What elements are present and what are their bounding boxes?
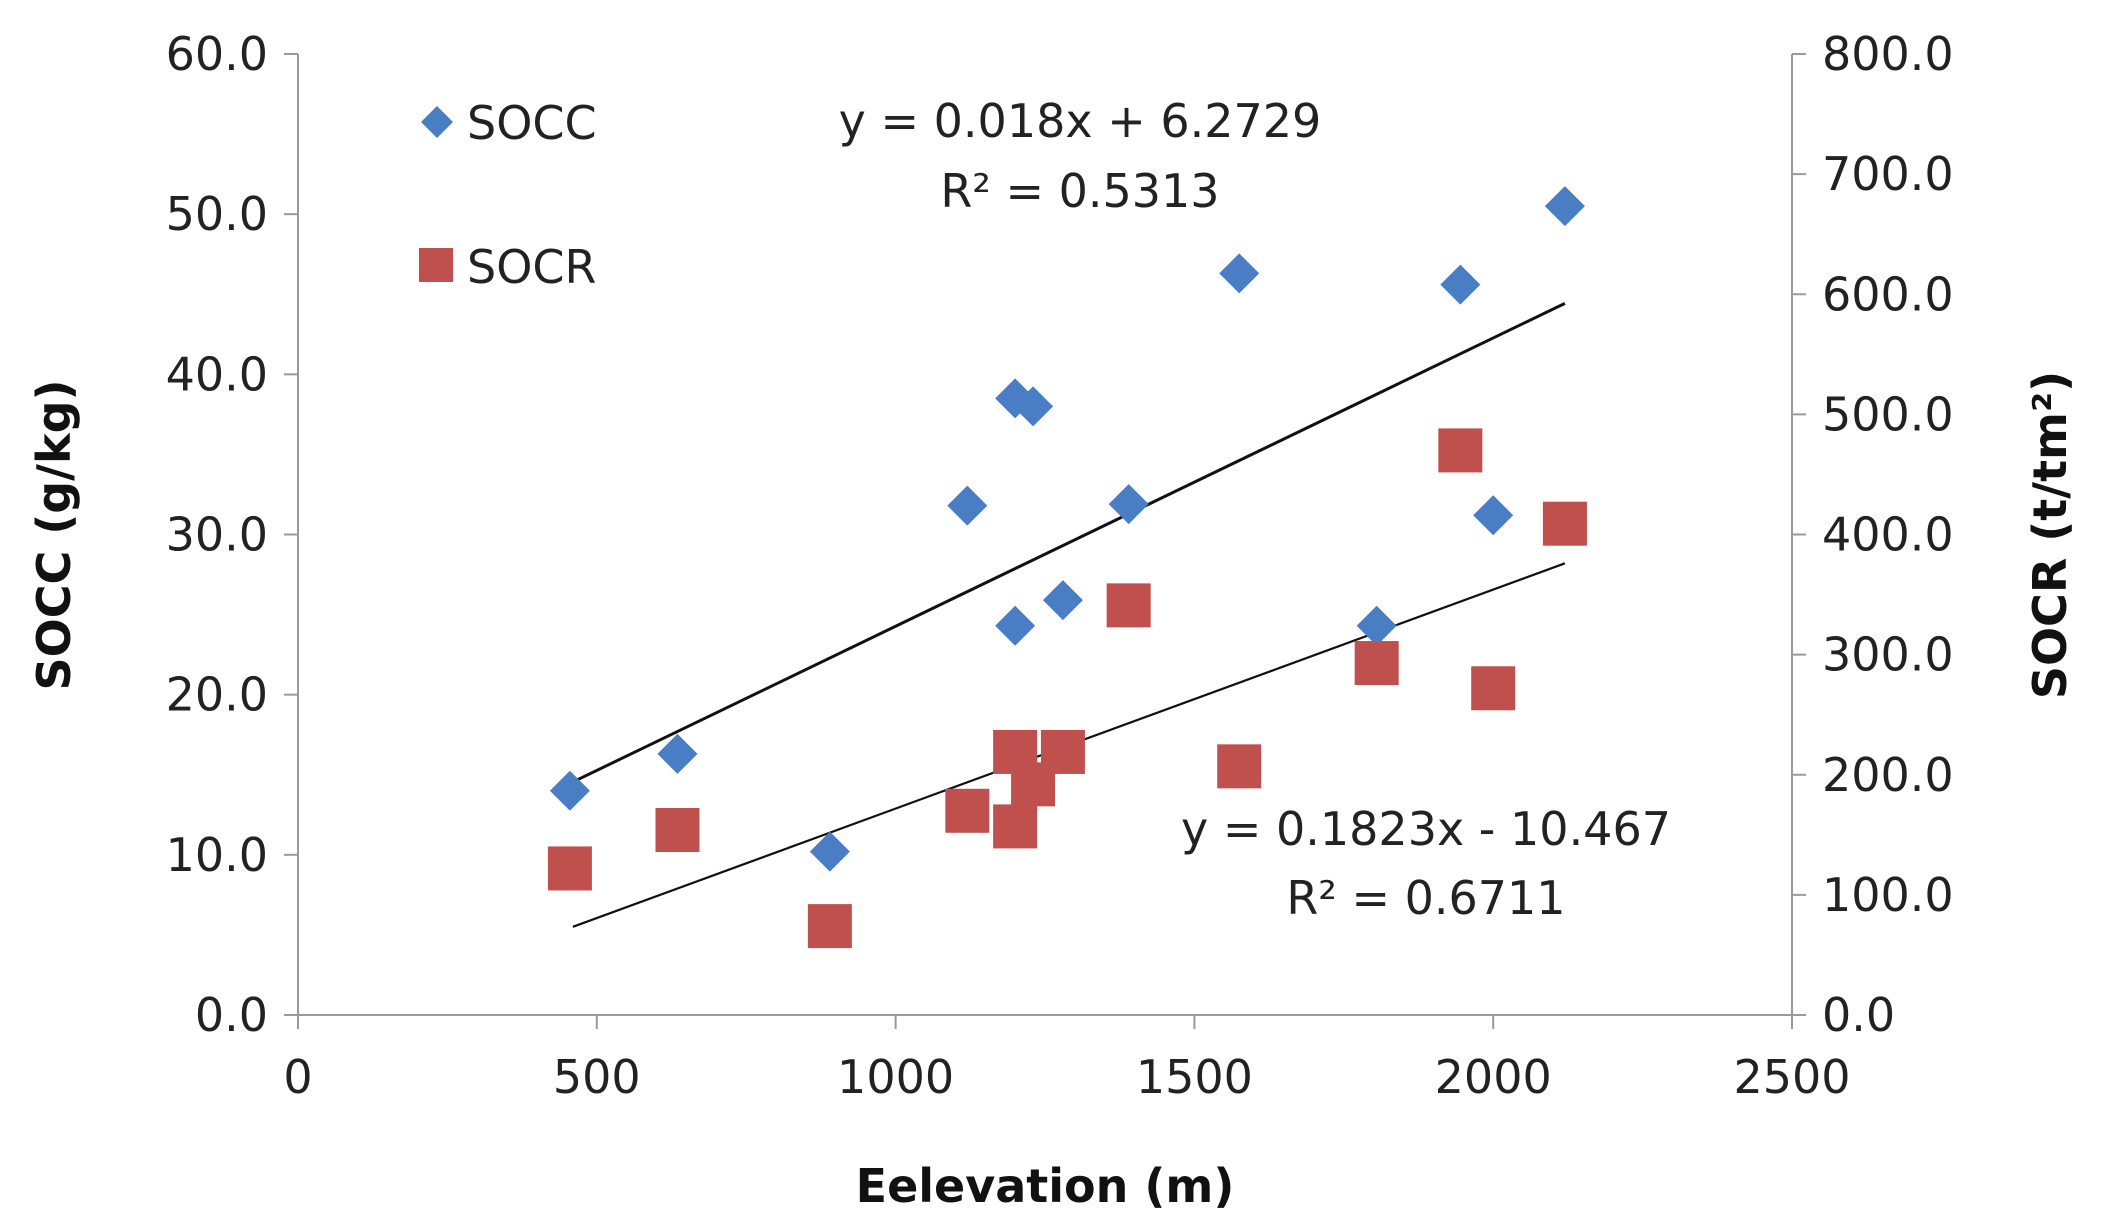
x-tick-label: 1500 — [1136, 1050, 1253, 1104]
y-right-tick-label: 800.0 — [1822, 27, 1954, 81]
socr-point — [1542, 501, 1587, 546]
socc-trendline — [572, 302, 1566, 784]
y-left-tick-label: 10.0 — [166, 828, 268, 882]
socc-trend-r2: R² = 0.5313 — [940, 164, 1219, 218]
socc-point — [947, 485, 988, 526]
legend-socc-label: SOCC — [467, 96, 597, 150]
socr-point — [945, 788, 990, 833]
x-tick-label: 0 — [283, 1050, 312, 1104]
socr-point — [993, 729, 1038, 774]
socc-point — [1042, 580, 1083, 621]
socr-point — [1471, 666, 1516, 711]
socr-series — [547, 428, 1587, 949]
socc-point — [549, 770, 590, 811]
socr-point — [993, 804, 1038, 849]
socr-point — [1354, 641, 1399, 686]
legend: SOCC SOCR — [419, 96, 597, 294]
socr-trend-equation: y = 0.1823x - 10.467 — [1181, 802, 1671, 856]
socc-point — [1219, 253, 1260, 294]
socr-trend-r2: R² = 0.6711 — [1286, 871, 1565, 925]
socc-trend-equation: y = 0.018x + 6.2729 — [839, 94, 1322, 148]
y-right-tick-label: 200.0 — [1822, 748, 1954, 802]
y-right-tick-label: 300.0 — [1822, 628, 1954, 682]
y-right-tick-label: 400.0 — [1822, 508, 1954, 562]
socr-point — [807, 904, 852, 949]
y-right-tick-label: 700.0 — [1822, 147, 1954, 201]
x-tick-label: 2500 — [1733, 1050, 1850, 1104]
socr-point — [547, 846, 592, 891]
socc-point — [809, 831, 850, 872]
y-right-tick-label: 100.0 — [1822, 868, 1954, 922]
y-right-tick-label: 0.0 — [1822, 988, 1895, 1042]
tick-labels: 0 500 1000 1500 2000 2500 0.0 10.0 20.0 30.0 40.0 5… — [166, 27, 1954, 1104]
socc-point — [1440, 264, 1481, 305]
socr-point — [1106, 583, 1151, 628]
legend-socr-marker — [419, 248, 453, 282]
socc-point — [1108, 484, 1149, 525]
y-left-tick-label: 20.0 — [166, 668, 268, 722]
y-left-tick-label: 0.0 — [195, 988, 268, 1042]
socc-point — [1473, 495, 1514, 536]
legend-socc-marker — [421, 106, 453, 138]
socc-point — [995, 605, 1036, 646]
socc-point — [1013, 386, 1054, 427]
y-right-tick-label: 500.0 — [1822, 387, 1954, 441]
tick-marks — [284, 53, 1806, 1029]
y-right-tick-label: 600.0 — [1822, 267, 1954, 321]
y-left-tick-label: 30.0 — [166, 508, 268, 562]
y-left-tick-label: 60.0 — [166, 27, 268, 81]
legend-socr-label: SOCR — [467, 240, 597, 294]
y-left-tick-label: 40.0 — [166, 347, 268, 401]
x-tick-label: 2000 — [1435, 1050, 1552, 1104]
socr-point — [1217, 744, 1262, 789]
y-left-tick-label: 50.0 — [166, 187, 268, 241]
socc-series — [549, 186, 1585, 872]
socc-point — [657, 733, 698, 774]
socr-point — [655, 808, 700, 853]
socc-point — [1356, 605, 1397, 646]
y-right-axis-title: SOCR (t/tm²) — [2023, 371, 2077, 699]
x-tick-label: 500 — [553, 1050, 641, 1104]
x-axis-title: Eelevation (m) — [856, 1159, 1235, 1213]
socc-point — [1544, 186, 1585, 227]
socr-point — [1438, 428, 1483, 473]
y-left-axis-title: SOCC (g/kg) — [27, 379, 81, 690]
socr-point — [1040, 729, 1085, 774]
x-tick-label: 1000 — [837, 1050, 954, 1104]
